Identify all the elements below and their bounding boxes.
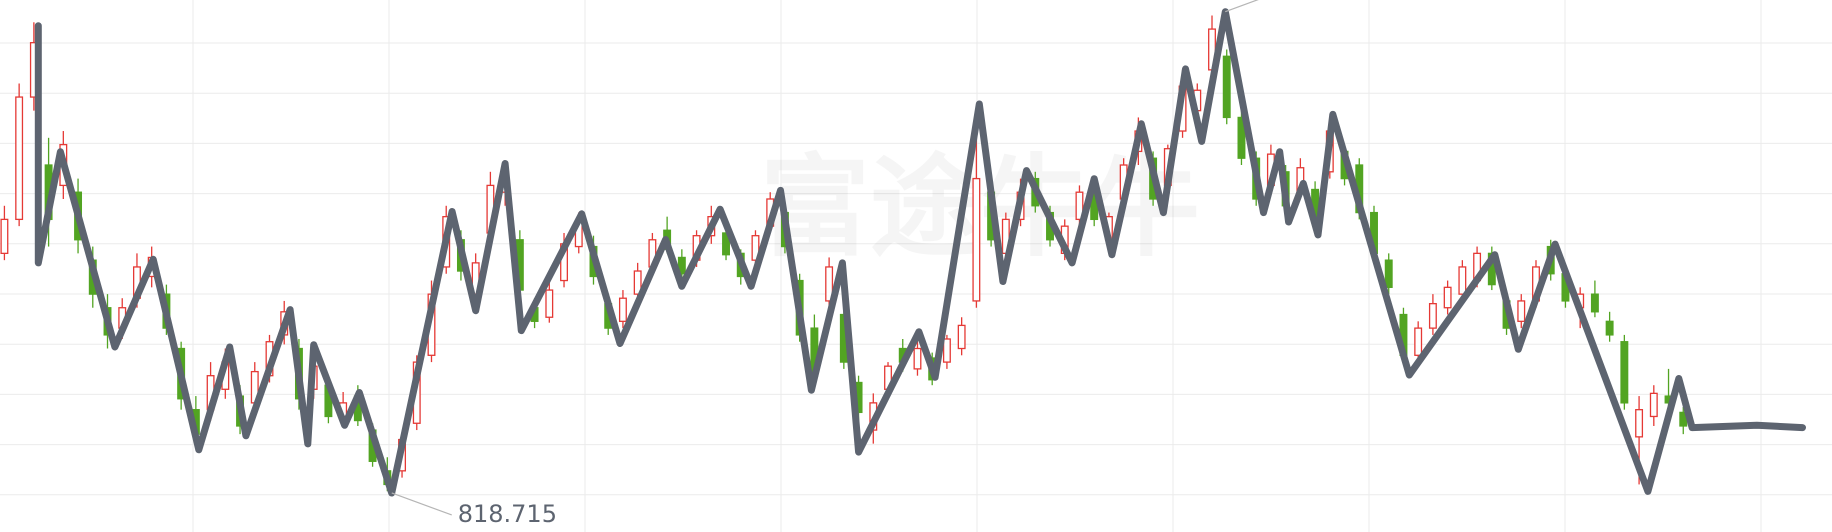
candle-body: [913, 347, 922, 370]
candle-body: [1384, 259, 1393, 288]
candle-body: [1590, 293, 1599, 313]
candle-body: [1414, 327, 1423, 356]
candle-body: [1222, 55, 1231, 119]
candle-body: [545, 289, 554, 318]
label-leader: [391, 492, 452, 516]
candle-body: [633, 270, 642, 295]
label-leader: [1225, 0, 1259, 13]
candle-body: [1428, 303, 1437, 329]
candle-body: [1075, 191, 1084, 221]
candle-body: [15, 96, 24, 221]
candle-body: [0, 218, 9, 255]
candle-body: [825, 266, 834, 302]
candle-body: [677, 256, 686, 275]
extreme-label: 1172.82: [1291, 0, 1390, 3]
candle-body: [1517, 300, 1526, 322]
candle-body: [1635, 409, 1644, 438]
candle-body: [1605, 320, 1614, 336]
plot: 818.715 1172.82: [0, 0, 1806, 528]
candle-body: [972, 177, 981, 302]
candle-body: [1458, 266, 1467, 295]
candle-body: [1443, 286, 1452, 309]
candle-body: [1649, 392, 1658, 418]
extreme-label: 818.715: [458, 500, 557, 528]
candle-body: [1620, 341, 1629, 404]
zigzag-line: [34, 8, 1806, 497]
candle-body: [957, 324, 966, 350]
candle-body: [942, 338, 951, 363]
candle-body: [1237, 116, 1246, 159]
candle-body: [618, 297, 627, 322]
